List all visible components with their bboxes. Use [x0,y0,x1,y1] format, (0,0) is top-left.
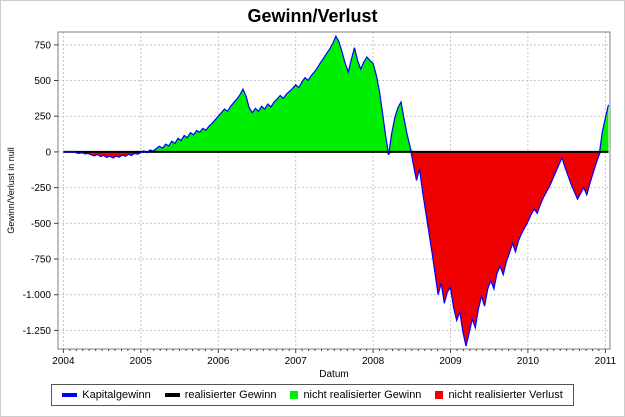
legend: Kapitalgewinn realisierter Gewinn nicht re… [1,384,624,406]
x-tick-label: 2005 [130,356,153,367]
legend-swatch [435,391,444,399]
legend-item-1: Kapitalgewinn [62,389,151,401]
legend-swatch [62,393,78,397]
chart-title: Gewinn/Verlust [247,6,378,26]
x-tick-label: 2004 [52,356,75,367]
x-tick-label: 2007 [285,356,308,367]
capital-gain-line [63,34,610,347]
y-tick-label: -1.250 [23,326,52,337]
y-tick-label: -500 [31,219,51,230]
legend-swatch [164,393,180,397]
y-tick-label: -250 [31,183,51,194]
y-tick-label: 500 [34,76,51,87]
legend-box: Kapitalgewinn realisierter Gewinn nicht re… [51,384,574,406]
y-tick-label: -750 [31,255,51,266]
unrealized-loss-area [63,151,609,347]
legend-swatch [290,391,299,399]
x-tick-label: 2009 [439,356,462,367]
legend-label: nicht realisierter Gewinn [303,389,422,401]
plot-area: 750 500 250 0 -250 -500 -750 -1.000 -1.250 2004 20… [6,31,617,380]
legend-label: realisierter Gewinn [184,389,277,401]
legend-item-4: nicht realisierter Verlust [435,389,563,401]
legend-item-3: nicht realisierter Gewinn [290,389,421,401]
legend-item-2: realisierter Gewinn [164,389,277,401]
y-axis-label: Gewinn/Verlust in null [6,147,16,234]
y-tick-label: 0 [45,147,51,158]
legend-label: nicht realisierter Verlust [448,389,563,401]
y-tick-label: 750 [34,40,51,51]
x-tick-label: 2010 [517,356,540,367]
x-tick-label: 2006 [207,356,230,367]
x-tick-label: 2008 [362,356,385,367]
legend-label: Kapitalgewinn [82,389,151,401]
unrealized-gain-area [63,36,609,152]
y-tick-label: 250 [34,112,51,123]
y-tick-label: -1.000 [23,290,52,301]
x-axis-label: Datum [319,369,348,380]
x-tick-label: 2011 [595,356,617,367]
